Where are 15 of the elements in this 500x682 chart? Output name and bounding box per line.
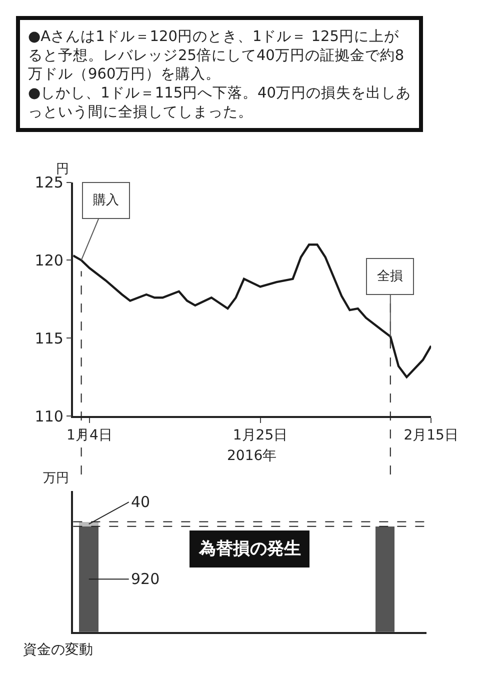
data-label: 920 bbox=[131, 570, 160, 588]
data-label: 40 bbox=[131, 493, 150, 511]
x-tick-label: 1月4日 bbox=[66, 428, 112, 444]
y-tick-label: 110 bbox=[34, 407, 64, 426]
x-tick-label: 2月15日 bbox=[404, 428, 458, 444]
y-tick-label: 115 bbox=[34, 329, 64, 348]
x-axis-title: 資金の変動 bbox=[23, 642, 93, 658]
y-axis-title: 万円 bbox=[43, 471, 69, 486]
annotation: 為替損の発生 bbox=[198, 539, 301, 559]
x-tick-label: 1月25日 bbox=[232, 428, 288, 444]
annotation: 購入 bbox=[93, 193, 119, 208]
y-tick-label: 120 bbox=[34, 251, 64, 270]
chart-title: ●Aさんは1ドル＝120円のとき、1ドル＝ 125円に上がると予想。レバレッジ25倍にして40万円の証拠金で約8万ドル（960万円）を購入。 ●しかし、1ドル＝115円へ下落。40万円の損失を出しあっという間に全損してしまった。 bbox=[28, 28, 412, 120]
x-axis-title: 2016年 bbox=[227, 448, 277, 464]
annotation: 全損 bbox=[377, 269, 403, 284]
